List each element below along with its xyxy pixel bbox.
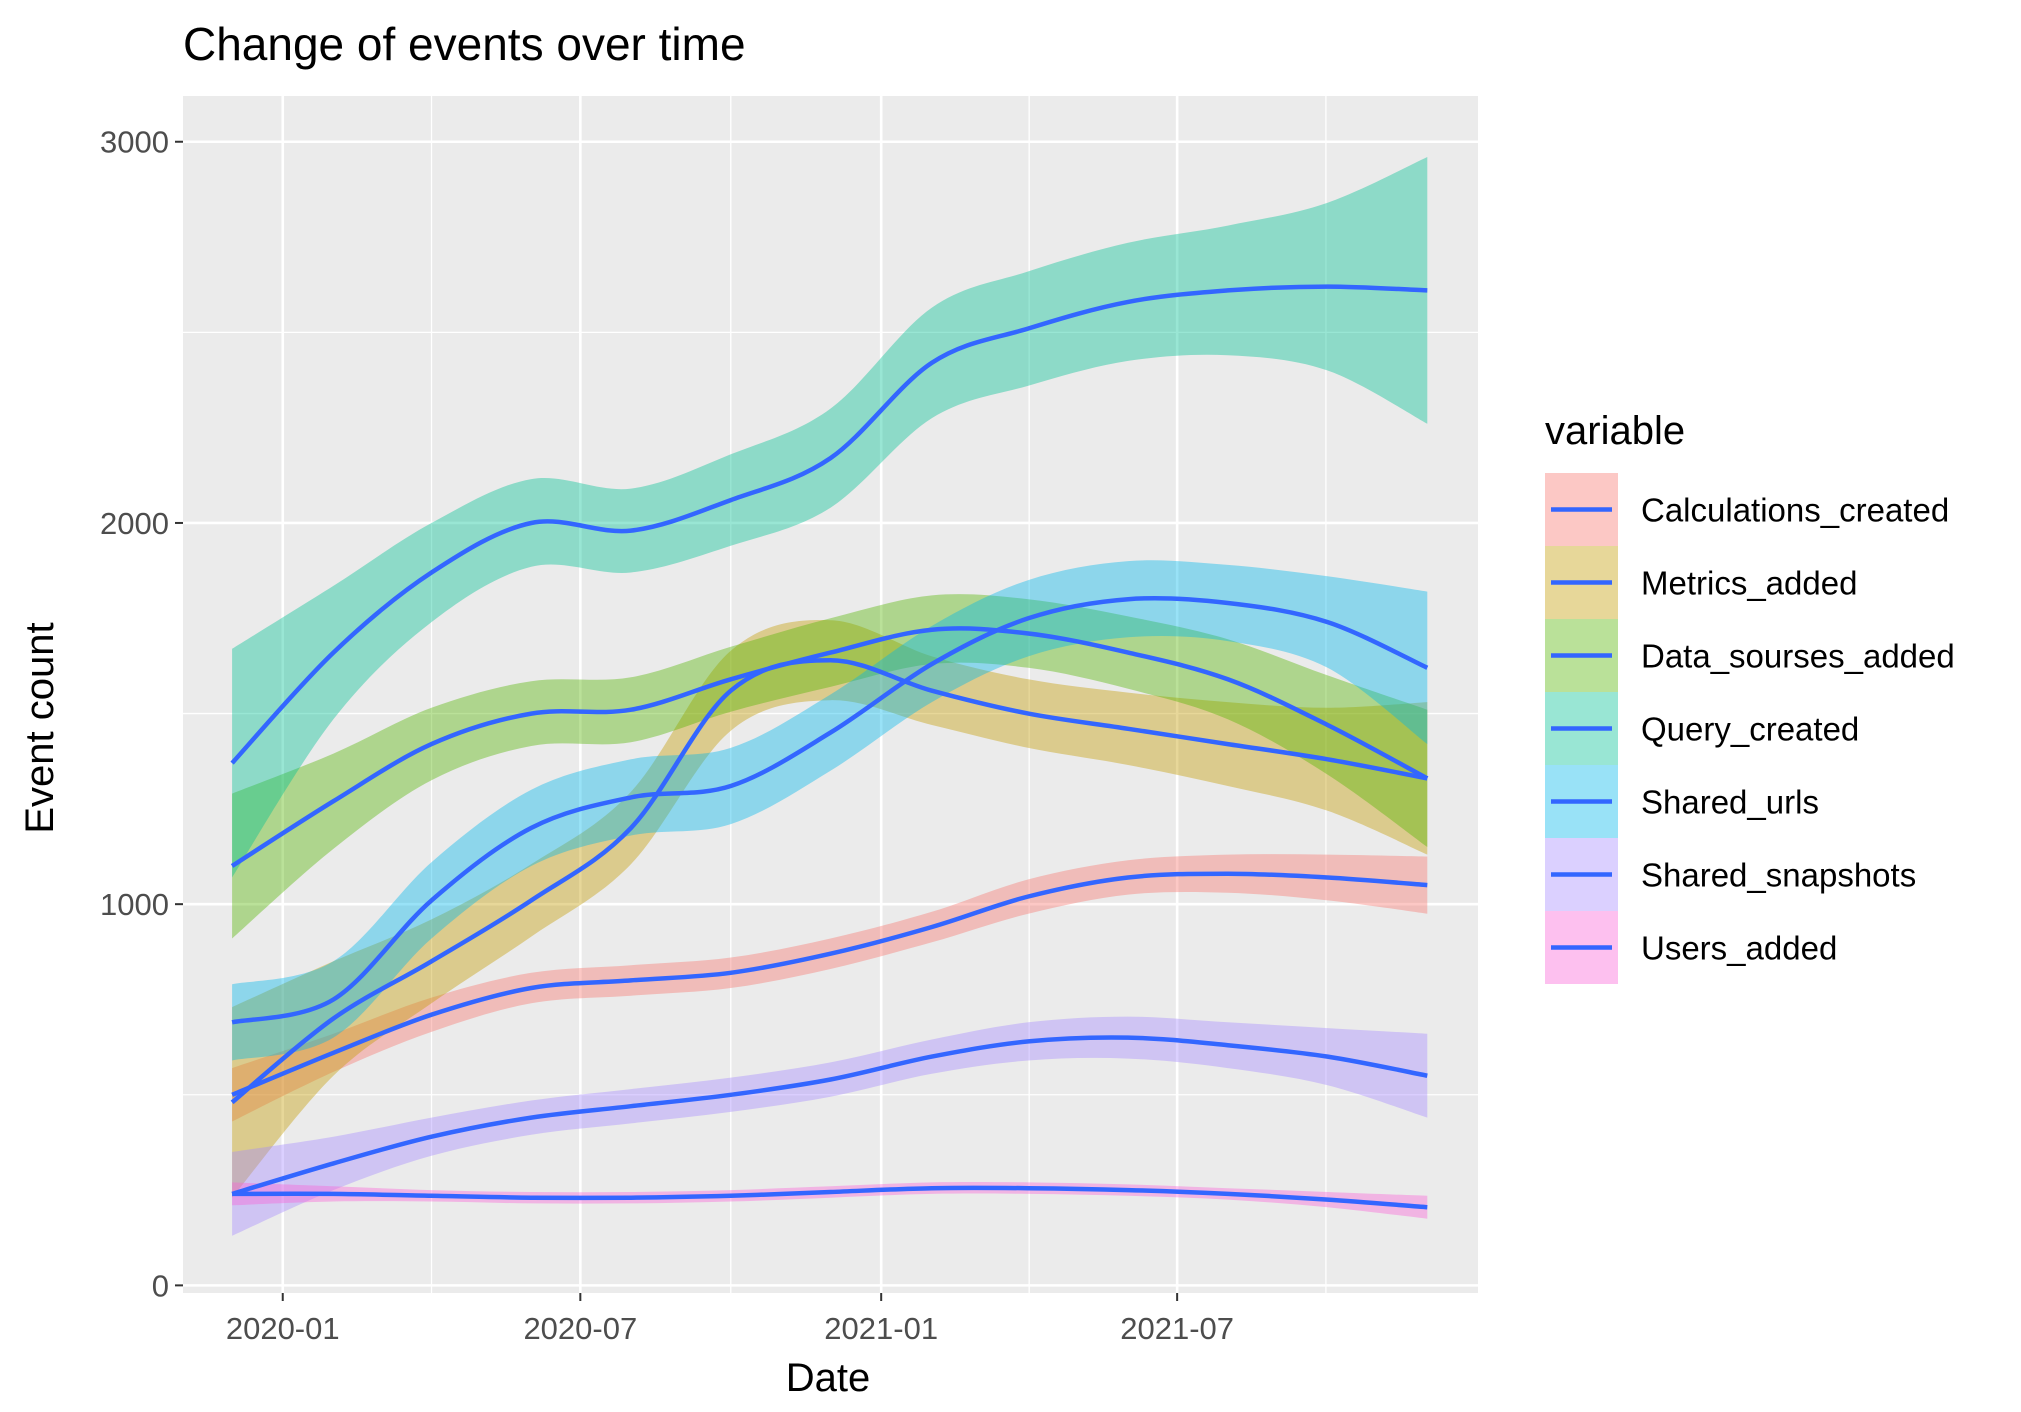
- y-tick-label: 1000: [100, 887, 169, 922]
- grid-minor: [183, 96, 1478, 1293]
- legend-title: variable: [1545, 409, 1685, 453]
- ribbon-query-created: [232, 157, 1428, 878]
- y-tick-label: 3000: [100, 125, 169, 160]
- ribbon-data-sourses-added: [232, 594, 1428, 939]
- line-metrics-added: [230, 657, 1428, 1105]
- grid-major: [183, 96, 1478, 1293]
- legend-label-calculations-created: Calculations_created: [1641, 492, 1949, 529]
- line-data-sourses-added: [230, 626, 1429, 868]
- legend-label-users-added: Users_added: [1641, 930, 1837, 967]
- x-tick-label: 2021-01: [824, 1311, 938, 1346]
- legend: variable Calculations_created Metrics_add…: [1545, 409, 1955, 984]
- x-axis-title: Date: [786, 1356, 871, 1400]
- chart-title: Change of events over time: [183, 18, 746, 70]
- x-tick-label: 2021-07: [1120, 1311, 1234, 1346]
- ribbon-calculations-created: [232, 854, 1428, 1122]
- line-calculations-created: [231, 871, 1428, 1097]
- ribbon-shared-urls: [232, 560, 1428, 1061]
- y-axis: 0 1000 2000 3000: [100, 125, 183, 1303]
- y-axis-title: Event count: [18, 622, 62, 833]
- line-users-added: [232, 1185, 1428, 1210]
- legend-label-data-sourses-added: Data_sourses_added: [1641, 638, 1955, 675]
- y-tick-label: 0: [152, 1268, 169, 1303]
- series-lines: [230, 284, 1429, 1210]
- x-tick-label: 2020-07: [523, 1311, 637, 1346]
- legend-label-shared-snapshots: Shared_snapshots: [1641, 857, 1916, 894]
- legend-label-metrics-added: Metrics_added: [1641, 565, 1857, 602]
- line-query-created: [230, 284, 1428, 765]
- line-shared-urls: [231, 595, 1429, 1025]
- x-axis: 2020-01 2020-07 2021-01 2021-07: [226, 1293, 1234, 1346]
- legend-label-shared-urls: Shared_urls: [1641, 784, 1819, 821]
- y-tick-label: 2000: [100, 506, 169, 541]
- line-shared-snapshots: [231, 1035, 1428, 1197]
- legend-label-query-created: Query_created: [1641, 711, 1859, 748]
- ribbon-metrics-added: [232, 620, 1428, 1198]
- x-tick-label: 2020-01: [226, 1311, 340, 1346]
